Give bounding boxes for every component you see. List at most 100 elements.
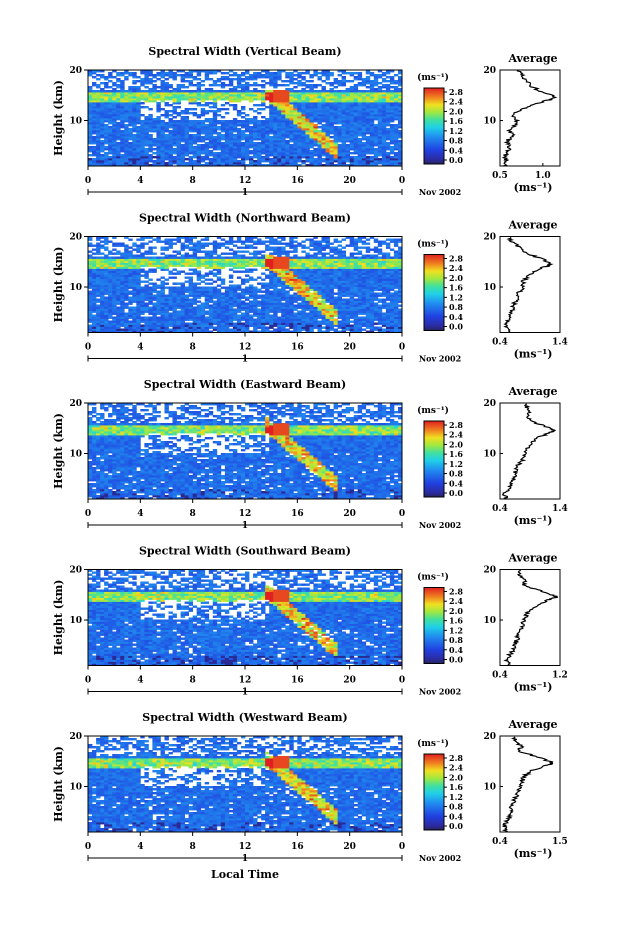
heatmap-cell: [241, 126, 246, 129]
heatmap-cell: [228, 284, 234, 287]
heatmap-cell: [329, 162, 334, 165]
heatmap-cell: [305, 94, 310, 97]
heatmap-cell: [160, 92, 165, 95]
heatmap-cell: [196, 140, 202, 143]
heatmap-cell: [204, 76, 210, 79]
heatmap-cell: [289, 120, 294, 123]
heatmap-cell: [112, 88, 117, 91]
heatmap-cell: [249, 122, 254, 125]
heatmap-cell: [128, 160, 133, 163]
heatmap-cell: [245, 328, 250, 331]
heatmap-cell: [333, 100, 338, 103]
heatmap-cell: [212, 104, 218, 107]
heatmap-cell: [192, 328, 198, 331]
heatmap-cell: [208, 154, 214, 157]
heatmap-cell: [309, 120, 314, 123]
heatmap-cell: [120, 130, 125, 133]
heatmap-cell: [353, 96, 359, 99]
heatmap-cell: [96, 324, 101, 327]
heatmap-cell: [301, 110, 306, 113]
heatmap-cell: [144, 126, 149, 129]
heatmap-cell: [132, 330, 137, 333]
heatmap-cell: [108, 136, 113, 139]
heatmap-cell: [196, 150, 202, 153]
heatmap-cell: [349, 330, 355, 333]
heatmap-cell: [228, 160, 234, 163]
heatmap-cell: [204, 282, 210, 285]
heatmap-cell: [289, 106, 294, 109]
heatmap-cell: [156, 150, 161, 153]
heatmap-cell: [365, 124, 371, 127]
heatmap-cell: [341, 142, 346, 145]
heatmap-cell: [116, 150, 121, 153]
heatmap-cell: [124, 144, 129, 147]
heatmap-cell: [172, 72, 177, 75]
heatmap-cell: [204, 164, 210, 167]
heatmap-cell: [232, 88, 238, 91]
heatmap-cell: [369, 138, 375, 141]
heatmap-cell: [120, 324, 125, 327]
heatmap-cell: [369, 86, 375, 89]
heatmap-cell: [385, 122, 391, 125]
heatmap-cell: [132, 86, 137, 89]
heatmap-cell: [104, 94, 109, 97]
heatmap-cell: [361, 102, 367, 105]
heatmap-cell: [112, 128, 117, 131]
heatmap-cell: [389, 94, 395, 97]
heatmap-cell: [253, 130, 258, 133]
heatmap-cell: [120, 114, 125, 117]
heatmap-cell: [257, 152, 262, 155]
heatmap-cell: [168, 96, 173, 99]
heatmap-cell: [357, 114, 363, 117]
heatmap-cell: [108, 92, 113, 95]
heatmap-cell: [353, 298, 359, 301]
heatmap-cell: [325, 158, 330, 161]
heatmap-cell: [136, 90, 141, 93]
heatmap-cell: [208, 330, 214, 333]
heatmap-cell: [333, 92, 338, 95]
heatmap-cell: [88, 114, 93, 117]
heatmap-cell: [228, 88, 234, 91]
heatmap-cell: [241, 88, 246, 91]
heatmap-cell: [365, 326, 371, 329]
heatmap-cell: [389, 76, 395, 79]
heatmap-cell: [112, 116, 117, 119]
heatmap-cell: [156, 122, 161, 125]
heatmap-cell: [236, 82, 242, 85]
heatmap-cell: [357, 98, 363, 101]
heatmap-cell: [88, 138, 93, 141]
heatmap-cell: [257, 96, 262, 99]
heatmap-cell: [152, 152, 157, 155]
heatmap-cell: [257, 330, 262, 333]
heatmap-cell: [285, 324, 290, 327]
heatmap-cell: [92, 108, 97, 111]
heatmap-cell: [281, 140, 286, 143]
heatmap-cell: [317, 102, 322, 105]
heatmap-cell: [369, 128, 375, 131]
heatmap-cell: [172, 162, 177, 165]
heatmap-cell: [373, 148, 379, 151]
heatmap-cell: [96, 330, 101, 333]
heatmap-cell: [385, 70, 391, 73]
heatmap-cell: [293, 118, 298, 121]
heatmap-cell: [136, 92, 141, 95]
heatmap-cell: [196, 282, 202, 285]
heatmap-cell: [297, 154, 302, 157]
heatmap-cell: [156, 316, 161, 319]
heatmap-cell: [224, 132, 230, 135]
heatmap-cell: [253, 96, 258, 99]
heatmap-cell: [305, 122, 310, 125]
heatmap-cell: [373, 74, 379, 77]
heatmap-cell: [160, 148, 165, 151]
heatmap-cell: [156, 324, 161, 327]
heatmap-cell: [241, 152, 246, 155]
heatmap-cell: [192, 154, 198, 157]
heatmap-cell: [200, 108, 206, 111]
heatmap-cell: [349, 104, 355, 107]
heatmap-cell: [321, 96, 326, 99]
heatmap-cell: [144, 96, 149, 99]
heatmap-cell: [285, 92, 290, 95]
heatmap-cell: [265, 154, 270, 157]
heatmap-cell: [361, 94, 367, 97]
heatmap-cell: [100, 148, 105, 151]
